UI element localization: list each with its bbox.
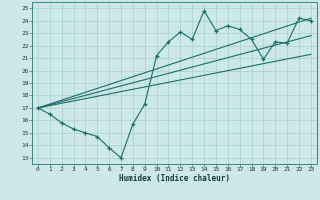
X-axis label: Humidex (Indice chaleur): Humidex (Indice chaleur) bbox=[119, 174, 230, 183]
